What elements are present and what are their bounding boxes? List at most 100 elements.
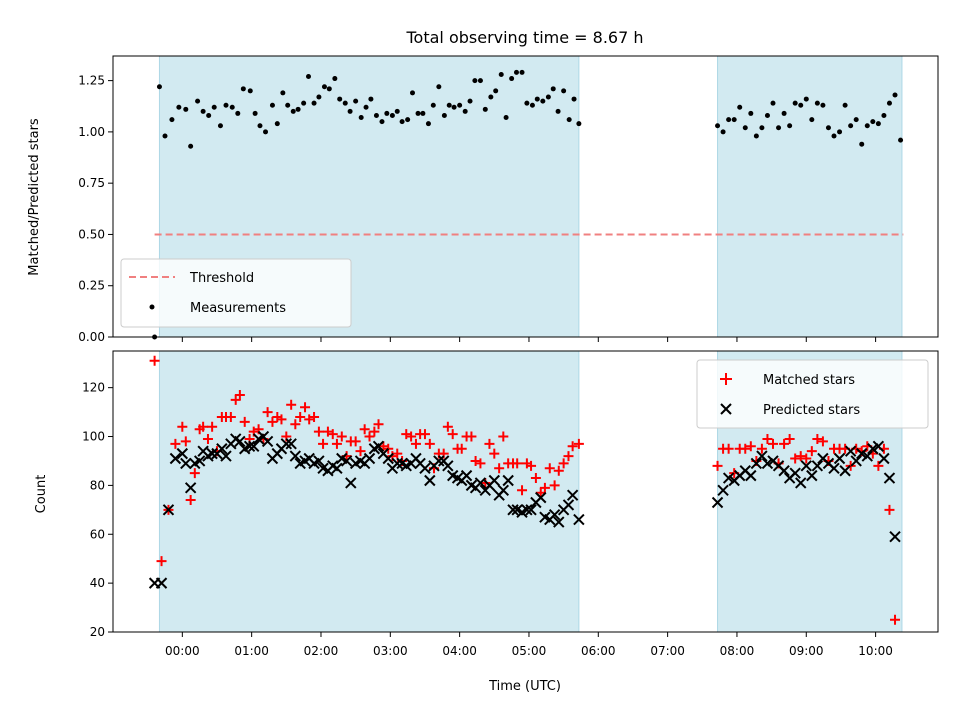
measurement-point (503, 115, 509, 121)
predicted-star-point (839, 465, 851, 477)
measurement-point (420, 110, 426, 116)
matched-star-point (790, 453, 801, 464)
measurement-point (898, 137, 904, 143)
matched-star-point (313, 426, 324, 437)
counts-panel: 20 40 60 80 100 120 00:00 01:00 02:00 03:00 04:00… (34, 350, 939, 694)
measurement-point (859, 141, 865, 147)
predicted-star-point (261, 435, 274, 448)
measurement-point (195, 98, 201, 104)
predicted-star-point (502, 474, 514, 487)
predicted-star-point (248, 440, 260, 453)
measurement-point (798, 102, 804, 108)
predicted-star-point (717, 484, 729, 496)
measurement-point (280, 90, 286, 96)
predicted-star-point (828, 462, 840, 474)
measurement-point (842, 102, 848, 108)
measurement-point (257, 123, 263, 129)
matched-star-point (300, 402, 311, 413)
measurement-point (446, 102, 452, 108)
predicted-star-point (363, 452, 376, 465)
measurement-point (482, 106, 488, 112)
matched-star-point (286, 399, 297, 410)
measurement-point (519, 69, 525, 75)
measurement-point (430, 102, 436, 108)
matched-star-point (768, 438, 778, 449)
measurement-point (555, 108, 561, 114)
predicted-star-point (521, 504, 533, 516)
predicted-star-point (878, 452, 890, 465)
predicted-star-point (562, 499, 575, 511)
predicted-star-point (285, 438, 297, 450)
matched-star-point (262, 407, 273, 418)
measurement-point (764, 112, 770, 118)
predicted-star-point (382, 452, 394, 465)
measurement-point (415, 110, 421, 116)
predicted-star-point (162, 504, 175, 516)
measurement-point (814, 100, 820, 106)
measurement-point (217, 123, 223, 129)
matched-star-point (756, 443, 767, 454)
matched-star-point (498, 431, 509, 442)
measurement-point (731, 117, 737, 123)
measurement-point (394, 108, 400, 114)
measurement-point (472, 78, 478, 84)
measurement-point (881, 112, 887, 118)
predicted-star-point (216, 443, 228, 455)
matched-star-point (890, 614, 901, 625)
ratio-legend: Threshold Measurements (120, 258, 352, 328)
matched-star-point (573, 438, 584, 449)
predicted-star-point (745, 469, 757, 482)
matched-star-point (558, 458, 569, 469)
measurement-point (748, 110, 754, 116)
x-tick-label: 03:00 (373, 644, 408, 658)
predicted-star-point (243, 440, 256, 453)
legend-measurements-label: Measurements (190, 301, 286, 316)
predicted-star-point (525, 504, 537, 516)
measurement-point (462, 108, 468, 114)
matched-star-point (170, 438, 181, 449)
matched-star-point (779, 438, 790, 449)
measurement-point (399, 119, 405, 125)
matched-star-point (198, 421, 209, 432)
matched-star-point (812, 433, 823, 444)
measurement-point (247, 88, 253, 94)
measurement-point (441, 112, 447, 118)
measurement-point (892, 92, 898, 98)
measurement-point (561, 88, 567, 94)
legend-threshold-label: Threshold (189, 271, 254, 286)
bot-y-tick-label: 100 (82, 430, 105, 444)
measurement-point (759, 125, 765, 131)
matched-star-point (784, 433, 795, 444)
measurement-point (229, 104, 235, 110)
matched-star-point (410, 438, 421, 449)
predicted-star-point (331, 462, 343, 474)
matched-star-point (745, 441, 756, 452)
measurement-point (342, 100, 348, 106)
ratio-panel: 0.00 0.25 0.50 0.75 1.00 1.25 Matched/Predict… (27, 55, 939, 344)
measurement-point (726, 117, 732, 123)
matched-star-point (517, 485, 528, 496)
matched-star-point (309, 411, 320, 422)
matched-star-point (489, 448, 500, 459)
measurement-point (405, 117, 411, 123)
measurement-point (792, 100, 798, 106)
predicted-star-point (433, 455, 445, 467)
measurement-point (379, 119, 385, 125)
predicted-star-point (372, 440, 385, 453)
predicted-star-point (833, 452, 846, 465)
counts-y-axis-label: Count (34, 475, 49, 514)
matched-star-point (795, 451, 806, 462)
matched-star-point (156, 556, 167, 567)
bot-y-tick-label: 40 (90, 576, 105, 590)
measurement-point (451, 104, 457, 110)
measurement-point (753, 133, 759, 139)
bot-y-tick-label: 80 (90, 478, 105, 492)
predicted-star-point (795, 477, 807, 489)
matched-star-point (149, 355, 160, 366)
predicted-star-point (155, 577, 168, 589)
measurement-point (389, 112, 395, 118)
predicted-star-point (313, 455, 325, 467)
measurement-point (571, 96, 577, 102)
matched-star-point (290, 419, 301, 430)
measurement-point (770, 100, 776, 106)
